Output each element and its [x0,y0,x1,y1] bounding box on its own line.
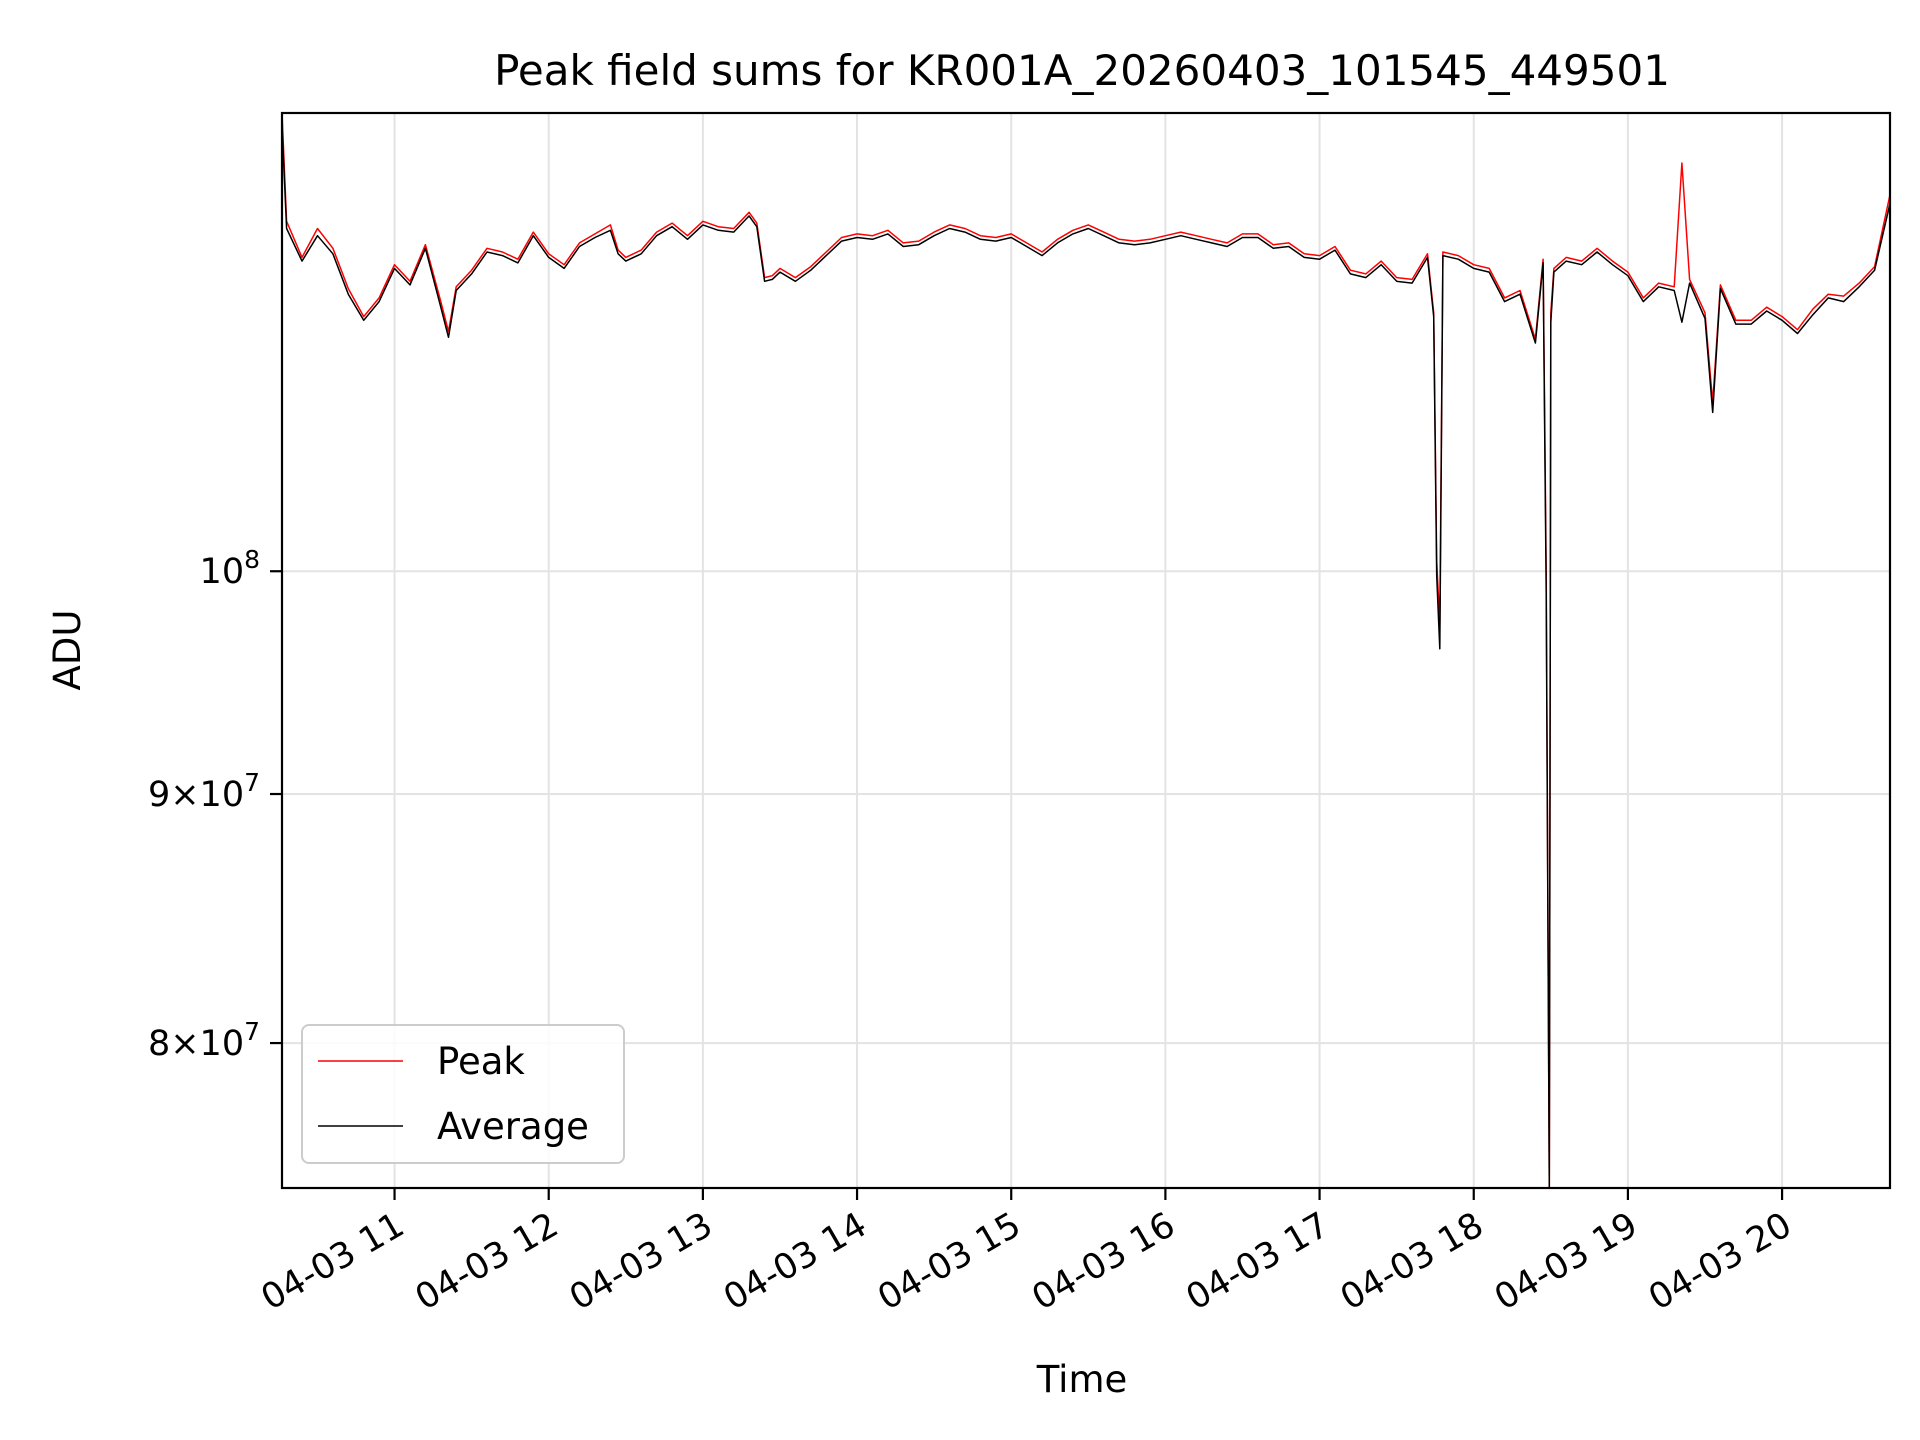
legend-label-average: Average [437,1105,589,1148]
legend-label-peak: Peak [437,1040,525,1083]
axes-frame [280,111,1892,1190]
legend: Peak Average [301,1024,625,1164]
series-line-average [281,124,1891,1189]
y-tick-label: 8×107 [148,1017,260,1064]
grid [282,113,1890,1188]
x-axis-label: Time [1036,1358,1128,1401]
plot-series [281,112,1891,1189]
y-axis-label: ADU [46,610,89,691]
y-tick-label: 9×107 [148,768,260,815]
chart-title: Peak field sums for KR001A_20260403_1015… [494,46,1670,95]
y-axis-ticks: 8×107 9×107 108 [148,545,282,1064]
y-tick-label: 108 [200,545,260,592]
series-line-peak [281,112,1891,1189]
legend-box [301,1024,625,1164]
